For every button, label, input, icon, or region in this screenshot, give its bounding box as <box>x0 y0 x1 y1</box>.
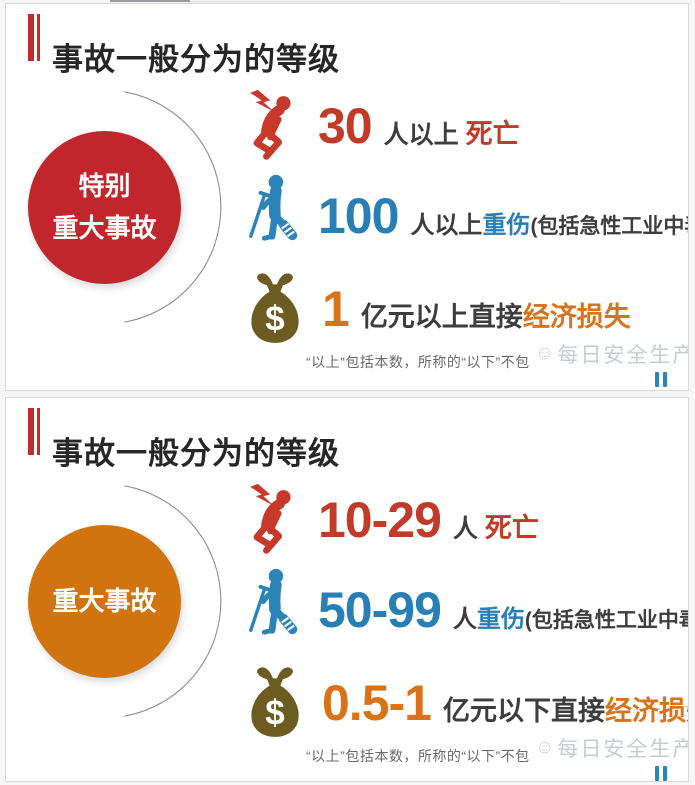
slide-title: 事故一般分为的等级 <box>52 435 340 471</box>
title-accent-bars <box>28 408 41 455</box>
criteria-highlight: 死亡 <box>484 513 539 543</box>
level-label-line1: 重大事故 <box>52 585 157 616</box>
criteria-row-deaths: 10-29 人 死亡 <box>244 474 539 566</box>
slide-title: 事故一般分为的等级 <box>52 41 340 77</box>
criteria-highlight: 重伤 <box>482 212 531 239</box>
level-circle: 重大事故 <box>28 525 181 678</box>
criteria-number: 50-99 <box>318 582 442 638</box>
criteria-text: 0.5-1亿元以下直接经济损失 <box>322 674 688 732</box>
criteria-highlight: 经济损失 <box>522 302 631 332</box>
pause-icon[interactable] <box>655 372 667 387</box>
money-bag-icon <box>244 272 306 346</box>
criteria-number: 0.5-1 <box>322 675 432 731</box>
criteria-text: 30 人以上 死亡 <box>318 98 520 154</box>
level-circle: 特别 重大事故 <box>28 131 181 284</box>
title-accent-bars <box>28 14 41 61</box>
electric-shock-person-icon <box>244 88 302 164</box>
criteria-number: 1 <box>322 281 350 337</box>
previous-card-edge <box>110 0 190 2</box>
level-label-line1: 特别 <box>78 170 131 201</box>
watermark-text: 每日安全生产 <box>557 738 689 761</box>
criteria-text: 10-29 人 死亡 <box>318 492 539 548</box>
criteria-highlight: 死亡 <box>465 119 520 149</box>
watermark: ☺ 每日安全生产 <box>530 733 689 763</box>
criteria-row-economic-loss: 1 亿元以上直接经济损失 <box>244 260 631 358</box>
criteria-text: 1 亿元以上直接经济损失 <box>322 281 631 337</box>
criteria-number: 30 <box>318 98 373 154</box>
criteria-row-deaths: 30 人以上 死亡 <box>244 80 520 172</box>
watermark: ☺ 每日安全生产 <box>530 339 689 369</box>
injured-person-with-crutch-icon <box>244 566 302 654</box>
criteria-highlight: 重伤 <box>476 606 525 633</box>
criteria-row-economic-loss: 0.5-1亿元以下直接经济损失 <box>244 654 688 752</box>
money-bag-icon <box>244 666 306 740</box>
smiley-logo-icon: ☺ <box>535 737 555 758</box>
slide-card-special-major-accident: 事故一般分为的等级 特别 重大事故 30 人以上 死亡 100 人以上重伤(包括急性… <box>5 3 689 391</box>
slide-card-major-accident: 事故一般分为的等级 重大事故 10-29 人 死亡 50-99 人重伤(包括急性工业… <box>5 397 689 782</box>
smiley-logo-icon: ☺ <box>535 343 555 364</box>
injured-person-with-crutch-icon <box>244 172 302 260</box>
criteria-highlight: 经济损失 <box>604 696 688 726</box>
level-label-line2: 重大事故 <box>52 212 157 243</box>
footnote: “以上”包括本数，所称的“以下”不包括本数 <box>306 748 574 764</box>
criteria-number: 100 <box>318 188 399 244</box>
pause-icon[interactable] <box>655 766 667 781</box>
footnote: “以上”包括本数，所称的“以下”不包括本数 <box>306 354 574 370</box>
watermark-text: 每日安全生产 <box>557 344 689 367</box>
previous-card-edge-faint <box>190 1 560 2</box>
electric-shock-person-icon <box>244 482 302 558</box>
criteria-number: 10-29 <box>318 492 442 548</box>
